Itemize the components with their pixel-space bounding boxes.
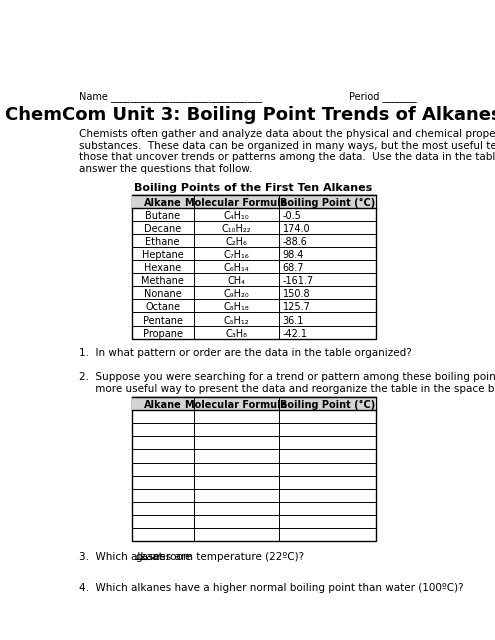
Text: 174.0: 174.0: [283, 224, 310, 234]
Text: C₅H₁₂: C₅H₁₂: [223, 316, 249, 326]
Text: Period _______: Period _______: [348, 91, 416, 102]
Text: 3.  Which alkanes are: 3. Which alkanes are: [79, 552, 195, 562]
Text: 4.  Which alkanes have a higher normal boiling point than water (100ºC)?: 4. Which alkanes have a higher normal bo…: [79, 582, 463, 593]
Bar: [132, 195, 376, 339]
Text: C₆H₁₄: C₆H₁₄: [223, 263, 249, 273]
Text: 36.1: 36.1: [283, 316, 304, 326]
Text: Molecular Formula: Molecular Formula: [185, 198, 287, 208]
Text: 1.  In what pattern or order are the data in the table organized?: 1. In what pattern or order are the data…: [79, 348, 412, 358]
Text: C₉H₂₀: C₉H₂₀: [223, 289, 249, 300]
Text: C₁₀H₂₂: C₁₀H₂₂: [221, 224, 251, 234]
Text: Methane: Methane: [141, 276, 184, 286]
Bar: [132, 397, 376, 541]
Text: Propane: Propane: [143, 328, 183, 339]
Text: Molecular Formula: Molecular Formula: [185, 400, 287, 410]
Text: Heptane: Heptane: [142, 250, 184, 260]
Text: Nonane: Nonane: [144, 289, 182, 300]
Bar: [132, 195, 376, 208]
Text: Chemists often gather and analyze data about the physical and chemical propertie: Chemists often gather and analyze data a…: [79, 129, 495, 174]
Text: Boiling Points of the First Ten Alkanes: Boiling Points of the First Ten Alkanes: [134, 183, 372, 193]
Text: C₇H₁₆: C₇H₁₆: [223, 250, 249, 260]
Text: 150.8: 150.8: [283, 289, 310, 300]
Text: Octane: Octane: [145, 303, 180, 312]
Text: Ethane: Ethane: [146, 237, 180, 247]
Text: -161.7: -161.7: [283, 276, 314, 286]
Text: gases: gases: [135, 552, 165, 562]
Text: at room temperature (22ºC)?: at room temperature (22ºC)?: [149, 552, 304, 562]
Text: -0.5: -0.5: [283, 211, 301, 221]
Text: Boiling Point (°C): Boiling Point (°C): [280, 198, 375, 208]
Text: -88.6: -88.6: [283, 237, 307, 247]
Text: Name _______________________________: Name _______________________________: [79, 91, 262, 102]
Text: 98.4: 98.4: [283, 250, 304, 260]
Text: 68.7: 68.7: [283, 263, 304, 273]
Text: C₈H₁₈: C₈H₁₈: [223, 303, 249, 312]
Text: Alkane: Alkane: [144, 198, 182, 208]
Text: Boiling Point (°C): Boiling Point (°C): [280, 400, 375, 410]
Text: CH₄: CH₄: [227, 276, 245, 286]
Bar: [132, 397, 376, 410]
Text: Alkane: Alkane: [144, 400, 182, 410]
Text: ChemCom Unit 3: Boiling Point Trends of Alkanes: ChemCom Unit 3: Boiling Point Trends of …: [5, 106, 495, 124]
Text: Decane: Decane: [144, 224, 181, 234]
Text: Pentane: Pentane: [143, 316, 183, 326]
Text: 125.7: 125.7: [283, 303, 311, 312]
Text: Hexane: Hexane: [144, 263, 181, 273]
Text: C₂H₆: C₂H₆: [225, 237, 247, 247]
Text: C₃H₈: C₃H₈: [225, 328, 247, 339]
Text: -42.1: -42.1: [283, 328, 308, 339]
Text: 2.  Suppose you were searching for a trend or pattern among these boiling points: 2. Suppose you were searching for a tren…: [79, 372, 495, 394]
Text: C₄H₁₀: C₄H₁₀: [223, 211, 249, 221]
Text: Butane: Butane: [145, 211, 180, 221]
